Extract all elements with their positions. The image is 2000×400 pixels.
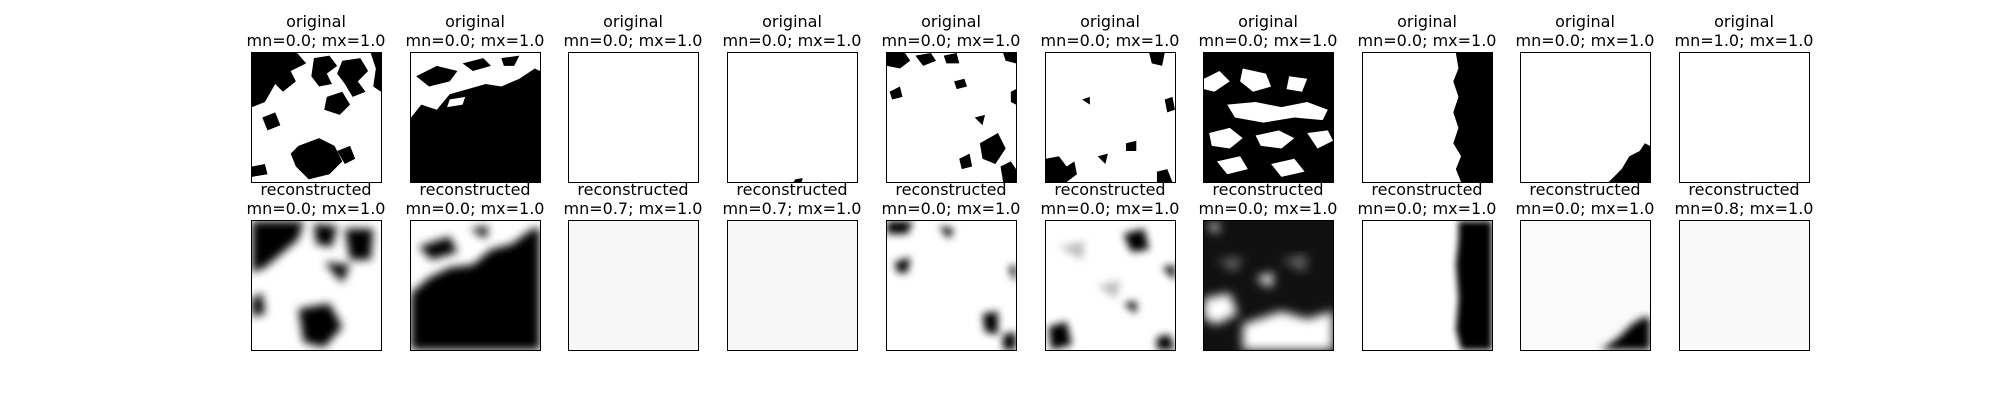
panel-title-label: reconstructed <box>419 180 531 199</box>
panel-title-label: original <box>1238 12 1298 31</box>
original-mask-image <box>1520 52 1651 183</box>
reconstructed-mask-image <box>251 220 382 351</box>
panel-title-stats: mn=0.0; mx=1.0 <box>246 199 386 218</box>
panel-title: reconstructed mn=0.7; mx=1.0 <box>513 180 753 218</box>
original-mask-image <box>410 52 541 183</box>
reconstructed-mask-image <box>1679 220 1810 351</box>
panel-title-label: reconstructed <box>1212 180 1324 199</box>
panel-title-stats: mn=0.0; mx=1.0 <box>1515 31 1655 50</box>
reconstructed-mask-image <box>1203 220 1334 351</box>
panel-title-stats: mn=0.0; mx=1.0 <box>246 31 386 50</box>
panel-title: original mn=1.0; mx=1.0 <box>1624 12 1864 50</box>
panel-title-label: original <box>445 12 505 31</box>
panel-title-stats: mn=0.0; mx=1.0 <box>563 31 703 50</box>
panel-title-label: original <box>286 12 346 31</box>
panel-title-stats: mn=0.0; mx=1.0 <box>1198 31 1338 50</box>
panel-title-label: reconstructed <box>260 180 372 199</box>
panel-title-label: original <box>762 12 822 31</box>
reconstructed-mask-image <box>410 220 541 351</box>
panel-title-label: original <box>1714 12 1774 31</box>
panel-title-label: original <box>1397 12 1457 31</box>
panel-title: reconstructed mn=0.0; mx=1.0 <box>355 180 595 218</box>
panel-title-stats: mn=0.0; mx=1.0 <box>405 31 545 50</box>
panel-title-stats: mn=0.8; mx=1.0 <box>1674 199 1814 218</box>
panel-title-stats: mn=0.0; mx=1.0 <box>881 199 1021 218</box>
panel-title: original mn=0.0; mx=1.0 <box>1307 12 1547 50</box>
panel-title-stats: mn=0.7; mx=1.0 <box>722 199 862 218</box>
panel-title-label: reconstructed <box>895 180 1007 199</box>
panel-title-label: reconstructed <box>1688 180 1800 199</box>
panel-title-label: reconstructed <box>1054 180 1166 199</box>
panel-title-stats: mn=0.0; mx=1.0 <box>881 31 1021 50</box>
panel-title: original mn=0.0; mx=1.0 <box>672 12 912 50</box>
panel-title: original mn=0.0; mx=1.0 <box>990 12 1230 50</box>
panel-title-label: original <box>603 12 663 31</box>
panel-title: reconstructed mn=0.0; mx=1.0 <box>990 180 1230 218</box>
panel-title-label: reconstructed <box>736 180 848 199</box>
original-mask-image <box>1045 52 1176 183</box>
panel-title: reconstructed mn=0.0; mx=1.0 <box>1307 180 1547 218</box>
panel-title-label: reconstructed <box>1371 180 1483 199</box>
panel-title-stats: mn=0.0; mx=1.0 <box>1357 199 1497 218</box>
panel-title-label: reconstructed <box>1529 180 1641 199</box>
panel-title: original mn=0.0; mx=1.0 <box>1148 12 1388 50</box>
panel-title-stats: mn=0.7; mx=1.0 <box>563 199 703 218</box>
panel-title-stats: mn=1.0; mx=1.0 <box>1674 31 1814 50</box>
panel-title-stats: mn=0.0; mx=1.0 <box>1040 31 1180 50</box>
original-mask-image <box>886 52 1017 183</box>
panel-title: original mn=0.0; mx=1.0 <box>831 12 1071 50</box>
original-mask-image <box>1362 52 1493 183</box>
panel-title: reconstructed mn=0.7; mx=1.0 <box>672 180 912 218</box>
panel-title-label: original <box>921 12 981 31</box>
panel-title-label: original <box>1080 12 1140 31</box>
panel-title: reconstructed mn=0.0; mx=1.0 <box>1465 180 1705 218</box>
panel-title: reconstructed mn=0.8; mx=1.0 <box>1624 180 1864 218</box>
reconstructed-mask-image <box>886 220 1017 351</box>
panel-title-label: original <box>1555 12 1615 31</box>
reconstructed-mask-image <box>1045 220 1176 351</box>
original-mask-image <box>1203 52 1334 183</box>
panel-title: reconstructed mn=0.0; mx=1.0 <box>831 180 1071 218</box>
panel-title-label: reconstructed <box>577 180 689 199</box>
reconstructed-mask-image <box>1520 220 1651 351</box>
reconstructed-mask-image <box>727 220 858 351</box>
panel-title-stats: mn=0.0; mx=1.0 <box>722 31 862 50</box>
panel-title: original mn=0.0; mx=1.0 <box>1465 12 1705 50</box>
original-mask-image <box>251 52 382 183</box>
panel-title-stats: mn=0.0; mx=1.0 <box>1040 199 1180 218</box>
panel-title: original mn=0.0; mx=1.0 <box>196 12 436 50</box>
panel-title: original mn=0.0; mx=1.0 <box>355 12 595 50</box>
panel-title: reconstructed mn=0.0; mx=1.0 <box>1148 180 1388 218</box>
original-mask-image <box>727 52 858 183</box>
original-mask-image <box>568 52 699 183</box>
reconstructed-mask-image <box>568 220 699 351</box>
panel-title-stats: mn=0.0; mx=1.0 <box>1357 31 1497 50</box>
panel-title: reconstructed mn=0.0; mx=1.0 <box>196 180 436 218</box>
original-mask-image <box>1679 52 1810 183</box>
panel-title-stats: mn=0.0; mx=1.0 <box>405 199 545 218</box>
panel-title-stats: mn=0.0; mx=1.0 <box>1515 199 1655 218</box>
panel-title-stats: mn=0.0; mx=1.0 <box>1198 199 1338 218</box>
reconstructed-mask-image <box>1362 220 1493 351</box>
panel-title: original mn=0.0; mx=1.0 <box>513 12 753 50</box>
